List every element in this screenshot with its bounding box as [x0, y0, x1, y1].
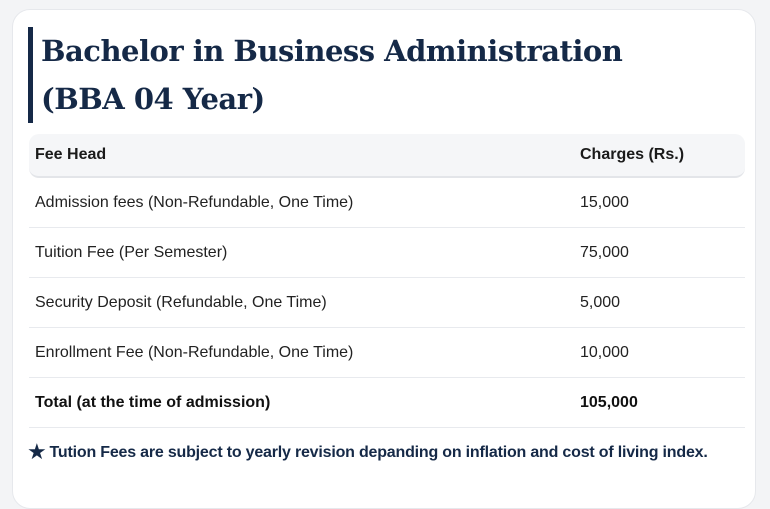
- charge-cell: 15,000: [570, 178, 745, 228]
- fee-table: Fee Head Charges (Rs.) Admission fees (N…: [29, 134, 745, 428]
- star-icon: ★: [27, 439, 47, 464]
- table-row: Admission fees (Non-Refundable, One Time…: [29, 178, 745, 228]
- table-header-row: Fee Head Charges (Rs.): [29, 134, 745, 178]
- table-row: Tuition Fee (Per Semester) 75,000: [29, 228, 745, 278]
- charge-cell: 75,000: [570, 228, 745, 278]
- page-title: Bachelor in Business Administration (BBA…: [41, 34, 623, 116]
- table-row: Security Deposit (Refundable, One Time) …: [29, 278, 745, 328]
- fee-structure-card: Bachelor in Business Administration (BBA…: [12, 9, 756, 509]
- title-block: Bachelor in Business Administration (BBA…: [28, 27, 708, 123]
- fee-head-cell: Admission fees (Non-Refundable, One Time…: [29, 178, 570, 228]
- total-label-cell: Total (at the time of admission): [29, 378, 570, 428]
- fee-revision-note: ★ Tution Fees are subject to yearly revis…: [27, 439, 708, 464]
- column-header-fee-head: Fee Head: [29, 134, 570, 178]
- total-row: Total (at the time of admission) 105,000: [29, 378, 745, 428]
- charge-cell: 5,000: [570, 278, 745, 328]
- column-header-charges: Charges (Rs.): [570, 134, 745, 178]
- fee-head-cell: Tuition Fee (Per Semester): [29, 228, 570, 278]
- fee-head-cell: Security Deposit (Refundable, One Time): [29, 278, 570, 328]
- table-row: Enrollment Fee (Non-Refundable, One Time…: [29, 328, 745, 378]
- note-text: Tution Fees are subject to yearly revisi…: [49, 444, 708, 461]
- fee-head-cell: Enrollment Fee (Non-Refundable, One Time…: [29, 328, 570, 378]
- total-value-cell: 105,000: [570, 378, 745, 428]
- charge-cell: 10,000: [570, 328, 745, 378]
